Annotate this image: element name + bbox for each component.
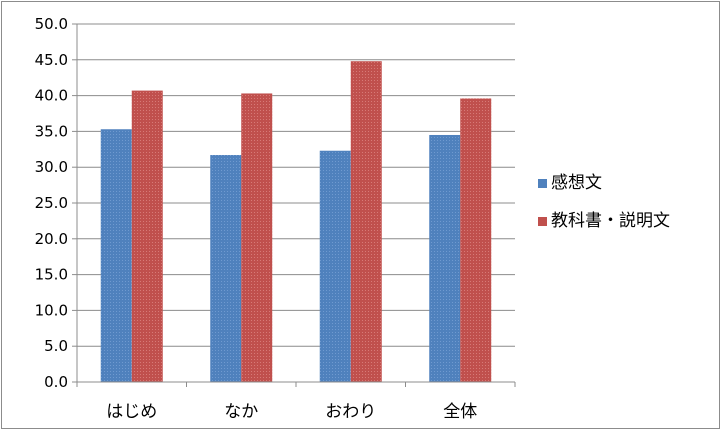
axes [72, 23, 516, 387]
y-tick-label: 25.0 [35, 194, 68, 212]
y-tick-label: 50.0 [35, 15, 68, 33]
bar [210, 155, 242, 382]
y-tick-label: 20.0 [35, 230, 68, 248]
legend-swatch [538, 217, 547, 226]
y-tick-label: 30.0 [35, 158, 68, 176]
y-tick-label: 10.0 [35, 301, 68, 319]
bar [100, 129, 132, 382]
y-tick-label: 15.0 [35, 266, 68, 284]
x-category-label: おわり [325, 402, 376, 422]
bar [460, 98, 492, 383]
y-tick-labels: 0.0 5.0 10.0 15.0 20.0 25.0 30.0 35.0 40.0 45.0 50… [35, 15, 68, 391]
y-tick-label: 45.0 [35, 51, 68, 69]
y-tick-label: 40.0 [35, 87, 68, 105]
legend-swatch [538, 179, 547, 188]
bar [241, 93, 273, 383]
x-category-label: はじめ [106, 402, 157, 422]
legend-label: 感想文 [551, 173, 602, 193]
y-tick-label: 35.0 [35, 122, 68, 140]
x-category-labels: はじめ なか おわり 全体 [106, 402, 477, 422]
bar [429, 134, 461, 382]
x-category-label: なか [224, 402, 258, 422]
bars [100, 61, 492, 383]
legend-label: 教科書・説明文 [551, 211, 670, 231]
y-tick-label: 0.0 [44, 373, 68, 391]
y-tick-label: 5.0 [44, 337, 68, 355]
x-category-label: 全体 [443, 402, 477, 422]
bar [350, 61, 382, 383]
bar [131, 90, 163, 382]
bar [319, 150, 351, 382]
